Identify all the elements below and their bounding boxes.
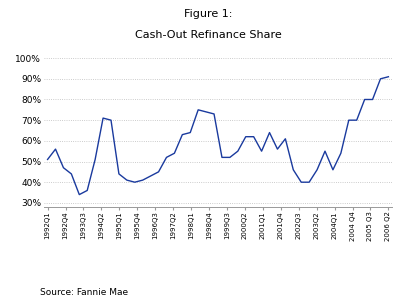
Text: Figure 1:: Figure 1: bbox=[184, 9, 232, 19]
Text: Source: Fannie Mae: Source: Fannie Mae bbox=[40, 288, 128, 297]
Text: Cash-Out Refinance Share: Cash-Out Refinance Share bbox=[135, 30, 281, 40]
